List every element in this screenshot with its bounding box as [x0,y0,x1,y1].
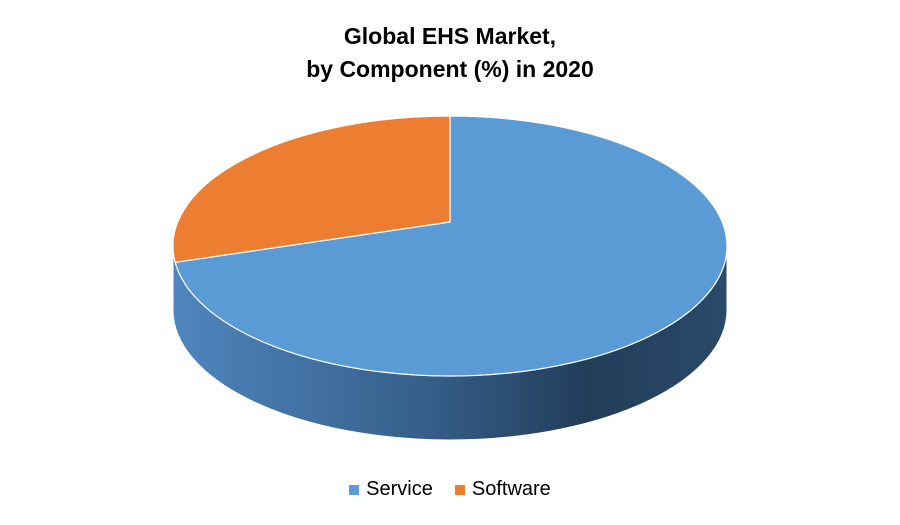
legend-label-software: Software [471,478,551,500]
title-line-2: by Component (%) in 2020 [306,56,594,82]
legend-swatch-software [454,484,465,495]
chart-title: Global EHS Market, by Component (%) in 2… [0,20,900,86]
pie-slice-service [174,115,728,377]
title-line-1: Global EHS Market, [343,23,557,49]
legend-swatch-service [349,484,360,495]
legend-label-service: Service [366,478,433,500]
legend-item-service: Service [349,478,433,501]
legend-item-software: Software [454,478,551,501]
legend: Service Software [0,478,900,501]
pie-slice-software [172,115,451,263]
